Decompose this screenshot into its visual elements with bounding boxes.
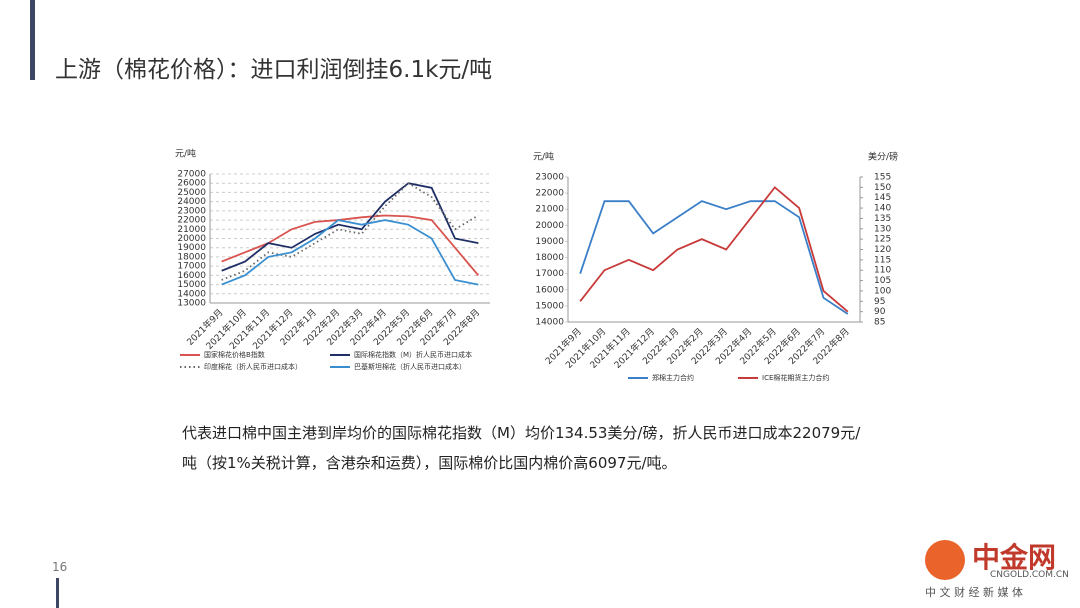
y2-tick-label: 140 xyxy=(874,204,891,214)
y2-tick-label: 150 xyxy=(874,183,891,193)
y2-tick-label: 115 xyxy=(874,255,891,265)
y2-tick-label: 145 xyxy=(874,193,891,203)
y-tick-label: 14000 xyxy=(535,318,564,328)
y-tick-label: 22000 xyxy=(177,216,206,226)
logo-url: CNGOLD.COM.CN xyxy=(990,570,1069,580)
legend-label: 国家棉花价格B指数 xyxy=(204,350,265,359)
line xyxy=(221,182,479,272)
y-tick-label: 16000 xyxy=(177,271,206,281)
y-tick-label: 18000 xyxy=(535,253,564,263)
y2-tick-label: 130 xyxy=(874,224,891,234)
y2-tick-label: 90 xyxy=(874,307,886,317)
y-tick-label: 15000 xyxy=(535,301,564,311)
y-tick-label: 27000 xyxy=(177,170,206,180)
y-tick-label: 21000 xyxy=(177,225,206,235)
y-tick-label: 25000 xyxy=(177,188,206,198)
y-tick-label: 21000 xyxy=(535,205,564,215)
body-line: 吨（按1%关税计算，含港杂和运费），国际棉价比国内棉价高6097元/吨。 xyxy=(182,454,677,472)
y-axis-label: 元/吨 xyxy=(175,148,196,160)
y-tick-label: 19000 xyxy=(535,237,564,247)
y-tick-label: 18000 xyxy=(177,252,206,262)
y2-tick-label: 120 xyxy=(874,245,891,255)
y2-tick-label: 105 xyxy=(874,276,891,286)
y2-tick-label: 110 xyxy=(874,266,891,276)
line xyxy=(221,214,480,276)
y-tick-label: 17000 xyxy=(177,262,206,272)
y2-tick-label: 100 xyxy=(874,286,891,296)
y2-tick-label: 85 xyxy=(874,318,885,328)
slide-title: 上游（棉花价格）：进口利润倒挂6.1k元/吨 xyxy=(55,57,493,83)
y-tick-label: 24000 xyxy=(177,197,206,207)
footer-bar xyxy=(56,578,59,608)
line xyxy=(221,182,479,281)
y-tick-label: 23000 xyxy=(177,206,206,216)
line xyxy=(579,200,849,315)
y2-axis-label: 美分/磅 xyxy=(868,151,898,163)
y-tick-label: 26000 xyxy=(177,179,206,189)
y-tick-label: 23000 xyxy=(535,173,564,183)
y-tick-label: 20000 xyxy=(177,234,206,244)
y-axis-label: 元/吨 xyxy=(533,151,554,163)
legend-label: 郑棉主力合约 xyxy=(652,373,694,382)
y2-tick-label: 155 xyxy=(874,173,891,183)
legend-label: ICE棉花期货主力合约 xyxy=(762,373,829,382)
y-tick-label: 17000 xyxy=(535,269,564,279)
y-tick-label: 22000 xyxy=(535,189,564,199)
y2-tick-label: 125 xyxy=(874,235,891,245)
body-line: 代表进口棉中国主港到岸均价的国际棉花指数（M）均价134.53美分/磅，折人民币… xyxy=(182,424,861,442)
y-tick-label: 19000 xyxy=(177,243,206,253)
page-number: 16 xyxy=(52,560,68,574)
legend-label: 印度棉花（折人民币进口成本） xyxy=(204,362,302,371)
accent-bar xyxy=(30,0,35,80)
y-tick-label: 15000 xyxy=(177,280,206,290)
logo-tagline: 中 文 财 经 新 媒 体 xyxy=(925,586,1023,599)
y-tick-label: 14000 xyxy=(177,289,206,299)
y2-tick-label: 135 xyxy=(874,214,891,224)
logo-icon xyxy=(925,540,965,580)
y-tick-label: 13000 xyxy=(177,299,206,309)
logo: 中金网 xyxy=(972,541,1057,574)
y-tick-label: 20000 xyxy=(535,221,564,231)
legend-label: 国际棉花指数（M）折人民币进口成本 xyxy=(354,350,472,359)
charts: 元/吨1300014000150001600017000180001900020… xyxy=(175,148,898,383)
y2-tick-label: 95 xyxy=(874,297,885,307)
line xyxy=(579,186,849,313)
legend-label: 巴基斯坦棉花（折人民币进口成本） xyxy=(354,362,466,371)
line xyxy=(221,219,479,286)
y-tick-label: 16000 xyxy=(535,285,564,295)
